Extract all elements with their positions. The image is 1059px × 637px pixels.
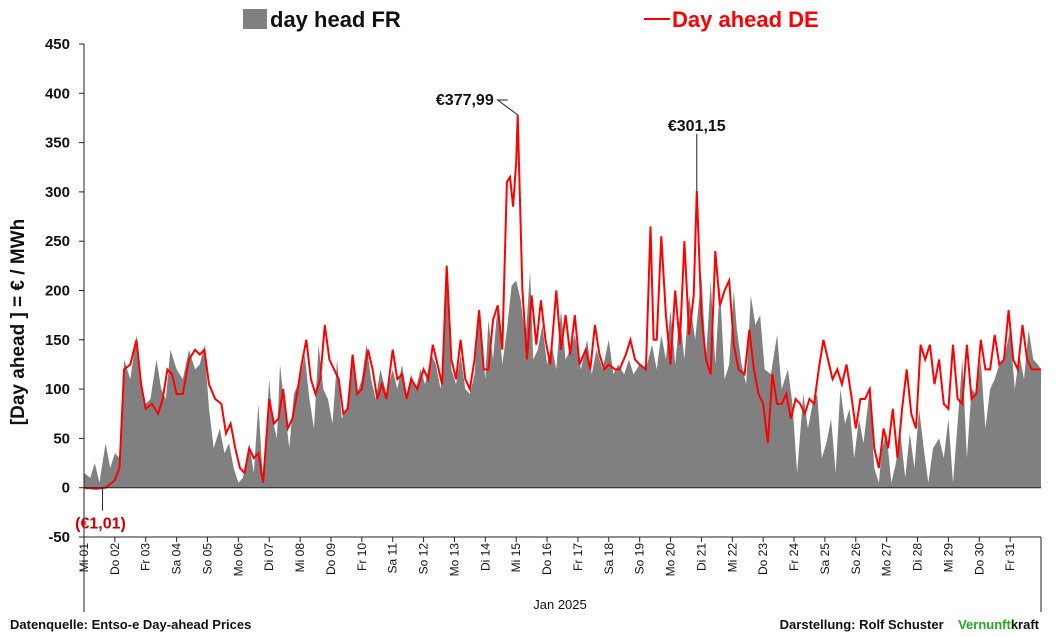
x-tick-label: Fr 31 — [1003, 543, 1017, 571]
y-tick-label: 250 — [45, 233, 70, 250]
x-tick-label: Mi 29 — [941, 543, 955, 573]
x-tick-label: Fr 03 — [139, 543, 153, 571]
footer-brand-green: Vernunft — [958, 617, 1011, 632]
x-tick-label: Sa 25 — [818, 543, 832, 575]
y-tick-label: 50 — [53, 430, 70, 447]
x-tick-label: Fr 24 — [787, 543, 801, 571]
x-tick-label: Di 28 — [911, 543, 925, 571]
legend-label-fr: day head FR — [270, 7, 401, 32]
footer-source-text: Datenquelle: Entso-e Day-ahead Prices — [10, 617, 252, 632]
x-tick-label: Sa 11 — [386, 543, 400, 574]
footer-source: Datenquelle: Entso-e Day-ahead Prices — [10, 617, 251, 632]
footer-credit-text: Darstellung: Rolf Schuster — [779, 617, 944, 632]
x-tick-label: Fr 10 — [355, 543, 369, 571]
x-tick-label: Do 16 — [540, 543, 554, 575]
annotation-max: €377,99 — [436, 92, 494, 109]
x-tick-label: So 05 — [200, 543, 214, 575]
x-axis-month-label: Jan 2025 — [533, 597, 587, 612]
x-tick-label: Do 30 — [972, 543, 986, 575]
x-tick-label: Do 23 — [756, 543, 770, 575]
y-tick-label: 150 — [45, 332, 70, 349]
x-tick-label: So 19 — [633, 543, 647, 575]
y-tick-label: -50 — [48, 529, 70, 546]
x-tick-label: Mi 15 — [509, 543, 523, 573]
x-tick-label: Do 09 — [324, 543, 338, 575]
x-tick-label: So 26 — [849, 543, 863, 575]
annotation-leader-max — [496, 99, 519, 116]
footer-brand-rest: kraft — [1010, 617, 1039, 632]
annotation-min: (€1,01) — [75, 516, 126, 533]
x-tick-label: Di 14 — [478, 543, 492, 571]
y-tick-label: 350 — [45, 135, 70, 152]
footer-credit: Darstellung: Rolf Schuster Vernunftkraft — [780, 617, 1039, 632]
x-tick-label: Di 07 — [262, 543, 276, 571]
x-tick-label: Fr 17 — [571, 543, 585, 571]
x-tick-label: Mi 22 — [725, 543, 739, 573]
y-tick-label: 0 — [62, 480, 70, 497]
x-tick-label: Di 21 — [694, 543, 708, 571]
x-tick-label: Mi 08 — [293, 543, 307, 573]
annotation-second: €301,15 — [668, 118, 726, 135]
legend-label-de: Day ahead DE — [672, 7, 819, 32]
annotations: €377,99 €301,15 (€1,01) — [75, 92, 726, 533]
y-tick-label: 200 — [45, 283, 70, 300]
x-tick-label: Mo 13 — [447, 543, 461, 577]
legend-swatch-fr — [243, 9, 267, 29]
y-tick-labels: -50 0 50 100 150 200 250 300 350 400 450 — [45, 36, 84, 546]
y-axis-label: [Day ahead ] = € / MWh — [8, 219, 29, 425]
x-tick-label: Mo 06 — [231, 543, 245, 577]
x-tick-label: Sa 04 — [170, 543, 184, 575]
y-tick-label: 450 — [45, 36, 70, 53]
x-tick-labels: Mi 01 Do 02 Fr 03 Sa 04 So 05 Mo 06 Di 07 Mi 08… — [77, 537, 1042, 612]
x-tick-label: Sa 18 — [602, 543, 616, 575]
x-tick-label: Do 02 — [108, 543, 122, 575]
fr-area-series — [84, 270, 1041, 488]
x-tick-label: Mo 20 — [664, 543, 678, 577]
x-tick-label: So 12 — [417, 543, 431, 575]
x-tick-label: Mo 27 — [880, 543, 894, 577]
y-tick-label: 400 — [45, 85, 70, 102]
y-tick-label: 300 — [45, 184, 70, 201]
y-tick-label: 100 — [45, 381, 70, 398]
de-line-series — [83, 114, 1041, 490]
